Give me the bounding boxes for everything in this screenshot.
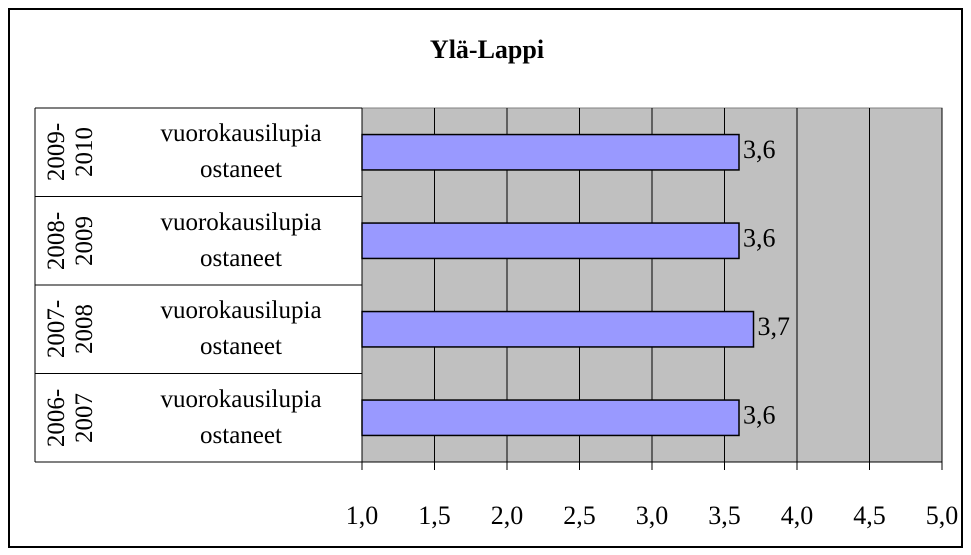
x-tick-label: 3,5	[708, 501, 741, 530]
x-tick-label: 3,0	[636, 501, 669, 530]
x-tick-label: 4,0	[781, 501, 814, 530]
category-label: vuorokausilupia ostaneet	[160, 120, 322, 184]
data-label: 3,6	[743, 224, 776, 253]
group-label: 2007-2008	[43, 300, 98, 359]
data-label: 3,6	[743, 135, 776, 164]
x-tick-label: 2,0	[491, 501, 524, 530]
bar	[361, 310, 755, 348]
x-tick-label: 1,5	[418, 501, 451, 530]
group-label: 2008-2009	[43, 211, 98, 270]
bar	[361, 399, 740, 437]
x-tick-label: 5,0	[926, 501, 959, 530]
category-label: vuorokausilupia ostaneet	[160, 297, 322, 361]
data-label: 3,6	[743, 401, 776, 430]
x-tick-label: 1,0	[346, 501, 379, 530]
bar	[361, 133, 740, 171]
group-label: 2006-2007	[43, 388, 98, 447]
group-label: 2009-2010	[43, 123, 98, 182]
chart-title: Ylä-Lappi	[430, 35, 544, 64]
x-tick-label: 2,5	[563, 501, 596, 530]
data-label: 3,7	[758, 312, 791, 341]
x-tick-label: 4,5	[853, 501, 886, 530]
category-label: vuorokausilupia ostaneet	[160, 385, 322, 449]
category-label: vuorokausilupia ostaneet	[160, 208, 322, 272]
bar	[361, 222, 740, 260]
